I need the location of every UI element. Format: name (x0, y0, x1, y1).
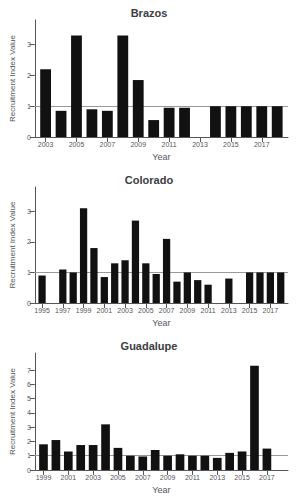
svg-text:2003: 2003 (38, 141, 54, 148)
svg-text:2007: 2007 (159, 307, 175, 314)
svg-text:0: 0 (27, 467, 31, 474)
svg-text:2007: 2007 (135, 474, 151, 481)
svg-text:Year: Year (152, 485, 170, 495)
svg-text:2003: 2003 (85, 474, 101, 481)
svg-text:2017: 2017 (263, 307, 279, 314)
svg-text:2015: 2015 (242, 307, 258, 314)
svg-text:2013: 2013 (209, 474, 225, 481)
svg-text:Recruitment Index Value: Recruitment Index Value (8, 34, 17, 122)
svg-text:1: 1 (27, 103, 31, 110)
svg-text:2001: 2001 (61, 474, 77, 481)
svg-text:2005: 2005 (69, 141, 85, 148)
svg-text:2013: 2013 (192, 141, 208, 148)
svg-text:4: 4 (27, 409, 31, 416)
svg-text:0: 0 (27, 134, 31, 141)
svg-text:2009: 2009 (160, 474, 176, 481)
svg-text:5: 5 (27, 395, 31, 402)
svg-text:2: 2 (27, 72, 31, 79)
svg-text:2015: 2015 (223, 141, 239, 148)
svg-text:Colorado: Colorado (125, 174, 174, 186)
svg-text:2001: 2001 (97, 307, 113, 314)
svg-text:2013: 2013 (221, 307, 237, 314)
svg-text:1: 1 (27, 269, 31, 276)
svg-text:Year: Year (152, 152, 170, 162)
svg-text:2005: 2005 (110, 474, 126, 481)
svg-text:6: 6 (27, 381, 31, 388)
svg-text:2011: 2011 (185, 474, 200, 481)
svg-text:1999: 1999 (36, 474, 52, 481)
svg-text:2: 2 (27, 438, 31, 445)
svg-text:Brazos: Brazos (131, 7, 168, 19)
svg-text:2017: 2017 (259, 474, 275, 481)
svg-text:2011: 2011 (201, 307, 216, 314)
svg-text:Year: Year (152, 318, 170, 328)
svg-text:2007: 2007 (100, 141, 116, 148)
svg-text:2011: 2011 (162, 141, 177, 148)
svg-text:2003: 2003 (117, 307, 133, 314)
svg-text:2: 2 (27, 238, 31, 245)
svg-text:3: 3 (27, 208, 31, 215)
svg-text:Guadalupe: Guadalupe (121, 340, 178, 352)
svg-text:7: 7 (27, 367, 31, 374)
svg-text:2017: 2017 (254, 141, 270, 148)
svg-text:3: 3 (27, 424, 31, 431)
svg-text:2009: 2009 (130, 141, 146, 148)
svg-text:2015: 2015 (234, 474, 250, 481)
svg-text:Recruitment Index Value: Recruitment Index Value (8, 367, 17, 455)
svg-text:1995: 1995 (34, 307, 50, 314)
svg-text:0: 0 (27, 300, 31, 307)
svg-text:1: 1 (27, 452, 31, 459)
svg-text:2009: 2009 (180, 307, 196, 314)
svg-text:1999: 1999 (76, 307, 92, 314)
svg-text:2005: 2005 (138, 307, 154, 314)
svg-text:3: 3 (27, 41, 31, 48)
svg-text:1997: 1997 (55, 307, 71, 314)
svg-text:Recruitment Index Value: Recruitment Index Value (8, 201, 17, 289)
